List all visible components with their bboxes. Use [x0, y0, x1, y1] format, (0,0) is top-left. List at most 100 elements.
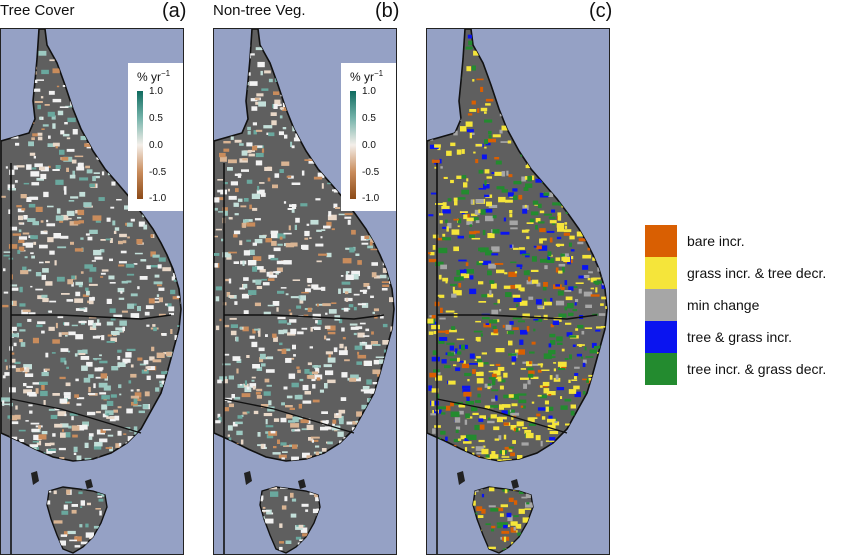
legend-item-min-change: min change [645, 289, 850, 321]
change-pixel [41, 431, 48, 435]
change-pixel [609, 354, 610, 358]
change-pixel [561, 287, 565, 291]
change-pixel [366, 235, 374, 241]
change-pixel [472, 452, 475, 456]
change-pixel [552, 320, 560, 325]
change-pixel [509, 220, 518, 226]
change-pixel [265, 419, 268, 425]
change-pixel [78, 284, 83, 288]
change-pixel [339, 343, 344, 349]
change-pixel [370, 341, 378, 346]
change-pixel [458, 259, 467, 262]
change-pixel [492, 215, 497, 219]
change-pixel [31, 182, 40, 186]
change-pixel [33, 241, 37, 245]
change-pixel [540, 394, 547, 399]
change-pixel [110, 318, 116, 321]
change-pixel [457, 235, 464, 239]
change-pixel [463, 391, 472, 397]
change-pixel [41, 69, 49, 75]
change-pixel [287, 322, 292, 325]
change-pixel [471, 237, 481, 240]
change-pixel [228, 437, 232, 441]
change-pixel [41, 330, 45, 334]
change-pixel [72, 129, 78, 135]
change-pixel [471, 65, 476, 71]
change-pixel [568, 286, 574, 291]
change-pixel [357, 260, 362, 265]
change-pixel [219, 376, 228, 382]
change-pixel [321, 286, 326, 291]
change-pixel [279, 523, 283, 528]
change-pixel [328, 354, 332, 360]
change-pixel [548, 349, 556, 355]
change-pixel [488, 370, 498, 373]
change-pixel [279, 546, 283, 551]
change-pixel [445, 405, 451, 411]
map-panel-b: % yr−1 1.0 0.5 0.0 -0.5 -1.0 [213, 28, 397, 555]
change-pixel [595, 280, 599, 285]
change-pixel [458, 276, 464, 281]
change-pixel [272, 184, 278, 189]
change-pixel [287, 208, 293, 210]
change-pixel [103, 385, 111, 391]
change-pixel [428, 258, 438, 263]
change-pixel [364, 360, 372, 366]
change-pixel [427, 318, 434, 324]
change-pixel [101, 404, 108, 410]
change-pixel [262, 506, 266, 509]
change-pixel [355, 253, 360, 256]
change-pixel [505, 292, 512, 298]
change-pixel [581, 330, 585, 335]
change-pixel [228, 295, 235, 298]
change-pixel [61, 293, 70, 295]
change-pixel [359, 322, 366, 325]
change-pixel [239, 287, 246, 290]
change-pixel [293, 137, 302, 142]
change-pixel [259, 269, 266, 273]
change-pixel [251, 106, 258, 111]
change-pixel [288, 373, 296, 379]
change-pixel [548, 343, 552, 348]
change-pixel [239, 326, 243, 330]
change-pixel [540, 258, 547, 263]
change-pixel [487, 293, 494, 298]
change-pixel [481, 317, 490, 320]
change-pixel [271, 120, 277, 126]
change-pixel [118, 261, 127, 264]
change-pixel [504, 489, 508, 494]
change-pixel [106, 217, 111, 222]
change-pixel [298, 295, 303, 300]
change-pixel [159, 383, 163, 388]
change-pixel [41, 274, 46, 280]
change-pixel [274, 99, 281, 105]
change-pixel [453, 290, 462, 296]
change-pixel [283, 329, 288, 334]
change-pixel [248, 149, 255, 153]
change-pixel [85, 532, 94, 538]
change-pixel [447, 352, 455, 357]
change-pixel [546, 391, 556, 396]
change-pixel [601, 296, 607, 300]
island-shape [298, 479, 306, 489]
change-pixel [337, 431, 344, 437]
change-pixel [324, 383, 328, 389]
change-pixel [48, 448, 57, 451]
change-pixel [280, 287, 287, 289]
change-pixel [469, 353, 475, 359]
change-pixel [176, 295, 181, 298]
change-pixel [475, 320, 481, 323]
change-pixel [496, 269, 505, 274]
change-pixel [122, 240, 127, 244]
change-pixel [501, 530, 510, 534]
change-pixel [373, 308, 379, 312]
change-pixel [95, 508, 101, 510]
change-pixel [119, 320, 127, 326]
change-pixel [8, 244, 18, 249]
change-pixel [435, 261, 444, 267]
change-pixel [467, 129, 474, 133]
change-pixel [311, 284, 319, 289]
change-pixel [125, 352, 132, 358]
change-pixel [294, 394, 303, 400]
change-pixel [565, 322, 572, 325]
